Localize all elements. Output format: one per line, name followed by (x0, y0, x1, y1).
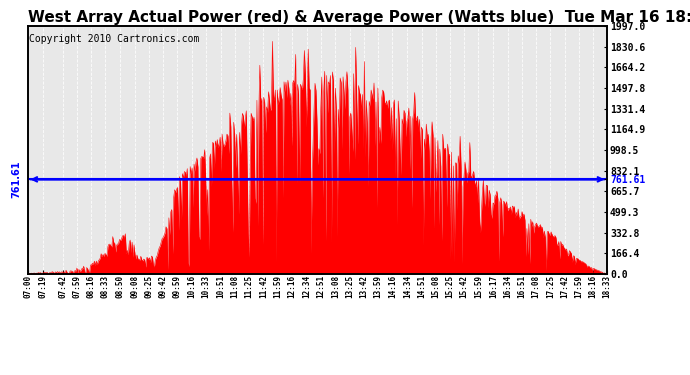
Text: West Array Actual Power (red) & Average Power (Watts blue)  Tue Mar 16 18:58: West Array Actual Power (red) & Average … (28, 10, 690, 25)
Text: Copyright 2010 Cartronics.com: Copyright 2010 Cartronics.com (29, 34, 199, 44)
Text: 761.61: 761.61 (12, 160, 22, 198)
